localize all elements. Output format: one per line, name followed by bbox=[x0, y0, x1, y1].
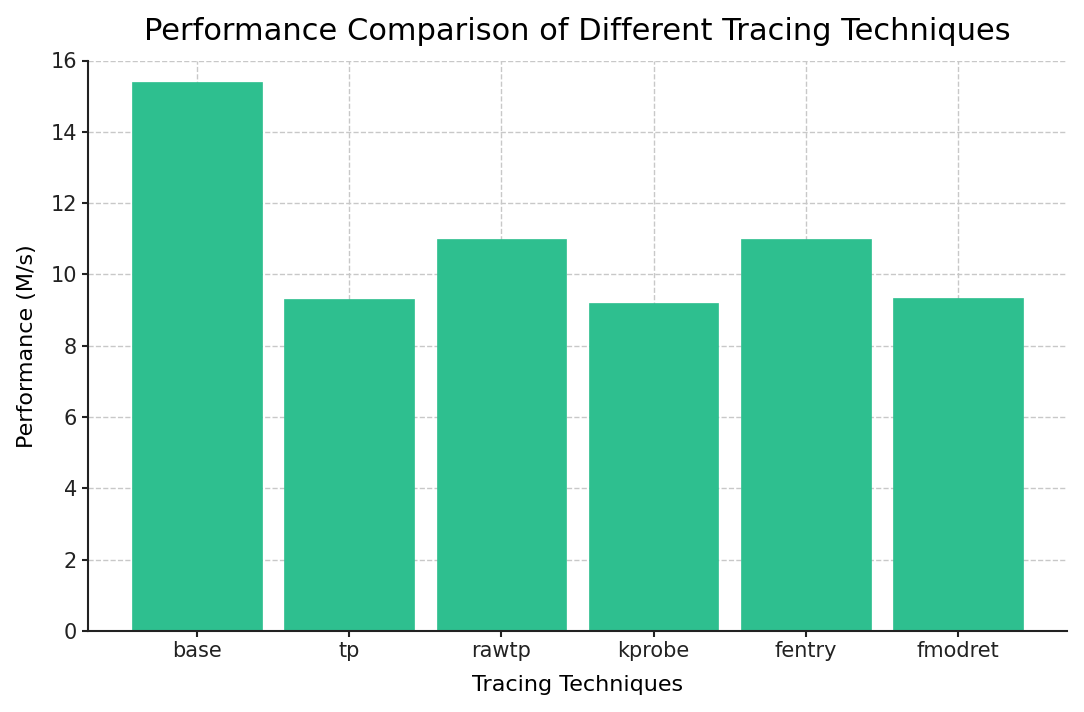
Title: Performance Comparison of Different Tracing Techniques: Performance Comparison of Different Trac… bbox=[144, 16, 1010, 46]
Bar bbox=[741, 239, 870, 631]
Bar bbox=[437, 239, 566, 631]
Bar bbox=[589, 303, 719, 631]
Bar bbox=[284, 300, 414, 631]
Bar bbox=[893, 298, 1023, 631]
X-axis label: Tracing Techniques: Tracing Techniques bbox=[472, 676, 683, 696]
Bar bbox=[132, 82, 261, 631]
Y-axis label: Performance (M/s): Performance (M/s) bbox=[16, 244, 37, 448]
